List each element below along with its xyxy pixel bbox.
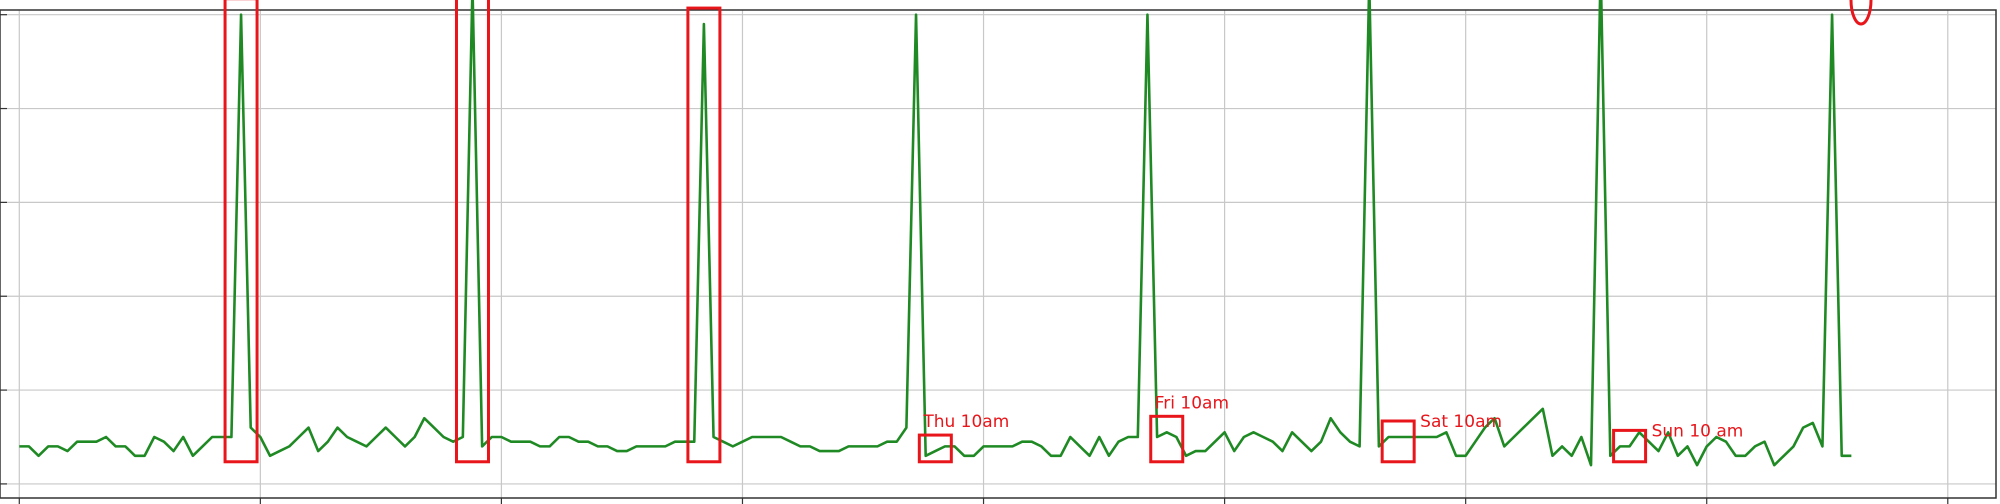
peak-annotation: Sat 10am [1380,412,1502,464]
grid-lines [0,10,1996,498]
axis-ticks [0,14,1949,504]
peak-annotation: Mon 10am [1849,0,1969,26]
annotation-box [223,0,259,464]
annotation-label: Wed 10am [702,0,793,5]
annotation-circle [1849,0,1873,26]
peak-annotation: Wed 10am [686,0,793,464]
peak-annotation: Mon 10am [223,0,259,464]
annotation-label: Fri 10am [1155,393,1229,413]
annotation-box [686,6,722,464]
annotation-label: Sun 10 am [1652,421,1744,441]
annotation-box [917,433,953,464]
plot-frame [0,9,1997,499]
annotation-box [1612,428,1648,464]
annotation-box [1380,419,1416,464]
annotation-box [1149,414,1185,464]
annotation-label: Mon 10am [1879,0,1969,5]
annotation-label: Thu 10am [922,412,1009,432]
annotation-box [454,0,490,464]
peak-annotation: Thu 10am [917,412,1009,464]
annotation-label: Sat 10am [1420,412,1502,432]
data-points [19,0,1851,465]
series-line [19,0,1852,467]
peak-annotations: Mon 10am Tue 10am Wed 10am Thu 10am Fri 10am… [223,0,1969,464]
peak-annotation: Sun 10 am [1612,421,1744,464]
peak-annotation: Tue 10am [454,0,490,464]
peak-annotation: Fri 10am [1149,393,1229,464]
